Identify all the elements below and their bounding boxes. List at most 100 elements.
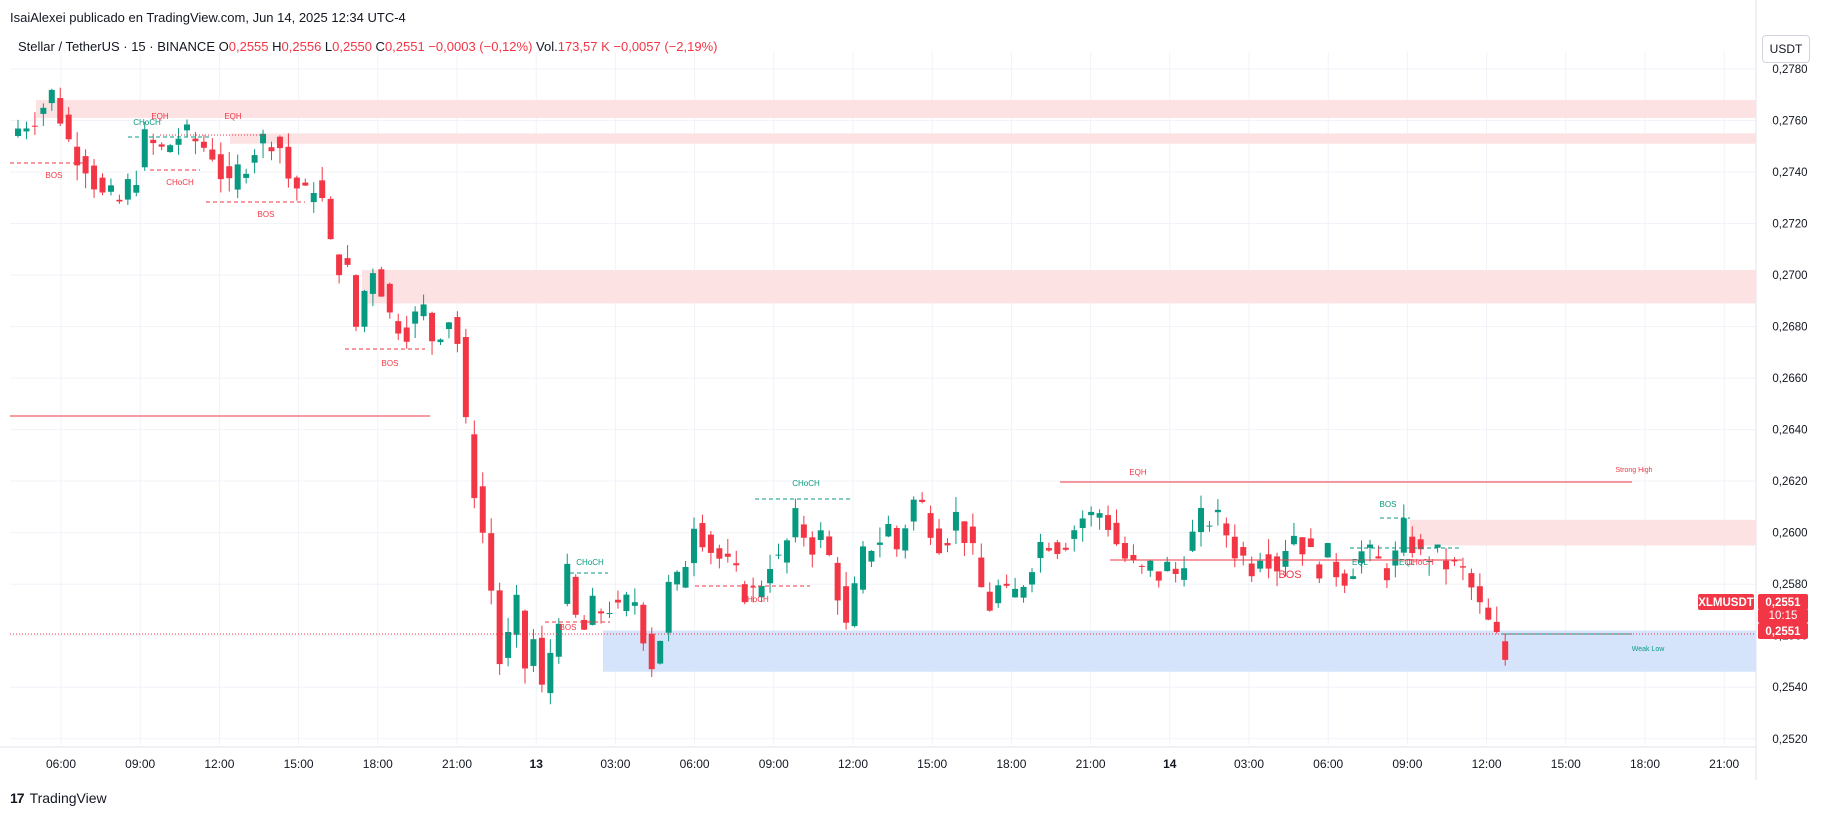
candle-body <box>1333 561 1340 578</box>
candle <box>1012 577 1019 598</box>
candle-body <box>23 128 30 132</box>
candle-body <box>614 599 621 603</box>
candle-body <box>1062 547 1069 550</box>
candle <box>302 178 309 186</box>
candle-body <box>631 602 638 606</box>
candle <box>910 496 917 531</box>
footer-brand[interactable]: TradingView <box>29 790 107 806</box>
candle <box>1434 544 1441 553</box>
candle <box>1045 542 1052 552</box>
candle-body <box>1231 536 1238 559</box>
candle-body <box>65 114 72 140</box>
y-tick-label: 0,2660 <box>1772 373 1807 385</box>
open-label: O <box>218 39 229 54</box>
candle-body <box>403 327 410 342</box>
candle-body <box>564 563 571 604</box>
close-label: C <box>375 39 385 54</box>
candle-body <box>1164 561 1171 572</box>
candle-body <box>454 317 461 344</box>
x-tick-label: 18:00 <box>363 757 393 771</box>
candle <box>1459 557 1466 581</box>
candle <box>1451 557 1458 567</box>
candle-body <box>1443 560 1450 570</box>
candle <box>395 313 402 340</box>
tradingview-logo-icon[interactable]: 17 <box>10 790 25 806</box>
x-tick-label: 06:00 <box>46 757 76 771</box>
candle <box>1172 561 1179 583</box>
current-price-badge: 0,2551 <box>1758 594 1808 610</box>
candle-body <box>572 576 579 615</box>
candle <box>65 107 72 142</box>
candle-body <box>1290 535 1297 545</box>
candle-body <box>1198 507 1204 533</box>
candle <box>158 142 165 151</box>
candle-body <box>1324 543 1331 558</box>
structure-label: Strong High <box>1616 467 1653 474</box>
candle <box>986 582 993 612</box>
candle <box>57 87 64 126</box>
candle-body <box>1476 586 1483 603</box>
candle <box>1417 534 1424 556</box>
candle <box>665 574 672 642</box>
candle <box>961 521 968 556</box>
currency-unit-button[interactable]: USDT <box>1762 35 1810 63</box>
candle <box>1054 539 1061 560</box>
candle-body <box>167 145 174 153</box>
candle-body <box>1400 518 1407 553</box>
candle-body <box>1138 565 1145 567</box>
demand-zone <box>603 630 1756 672</box>
candle-body <box>107 185 114 192</box>
x-tick-label: 13 <box>530 757 544 771</box>
price-chart[interactable]: 0,2780 0,2760 0,2740 0,2720 0,2700 0,2680 0,26… <box>0 0 1826 780</box>
candle <box>192 131 199 155</box>
candle <box>606 601 613 618</box>
candle <box>74 132 81 181</box>
candle <box>631 588 638 615</box>
symbol-title[interactable]: Stellar / TetherUS · 15 · BINANCE <box>18 39 215 54</box>
candle-body <box>936 528 943 554</box>
candle <box>48 88 55 111</box>
candle-body <box>775 554 782 556</box>
candle-body <box>488 533 495 591</box>
candle <box>530 629 537 673</box>
candle-body <box>141 129 148 168</box>
candle-body <box>1502 641 1509 660</box>
structure-label: CHoCH <box>1406 558 1434 567</box>
candle-body <box>1434 544 1441 548</box>
structure-label: BOS <box>258 210 275 219</box>
candle-body <box>1392 550 1399 566</box>
structure-label: CHoCH <box>741 595 769 604</box>
candle-body <box>133 185 140 193</box>
candle <box>260 129 267 159</box>
candle-body <box>885 523 892 537</box>
candle <box>876 527 883 558</box>
supply-zone <box>230 133 1756 144</box>
candle <box>868 550 875 568</box>
candle-body <box>1105 515 1112 530</box>
candle <box>707 531 714 565</box>
candle-body <box>1071 530 1078 539</box>
candle-body <box>445 322 452 330</box>
candle <box>1121 536 1128 563</box>
candle <box>826 530 833 557</box>
candle <box>817 522 824 549</box>
candle <box>555 618 562 664</box>
structure-label: BOS <box>560 623 577 632</box>
candle-body <box>513 594 520 635</box>
candle-body <box>657 640 664 664</box>
candle-body <box>741 584 748 603</box>
candle <box>522 609 528 684</box>
structure-label: EQH <box>1129 468 1147 477</box>
candle <box>462 328 469 424</box>
footer: 17 TradingView <box>10 790 107 806</box>
candle <box>445 321 452 339</box>
candle <box>454 311 461 353</box>
x-tick-label: 21:00 <box>442 757 472 771</box>
candle <box>293 175 300 201</box>
candle-body <box>124 179 131 200</box>
candle-body <box>395 321 402 334</box>
candle <box>1003 574 1010 588</box>
candle <box>1138 564 1145 574</box>
candle <box>369 268 376 307</box>
bar-countdown-badge: 10:15 <box>1758 609 1808 623</box>
